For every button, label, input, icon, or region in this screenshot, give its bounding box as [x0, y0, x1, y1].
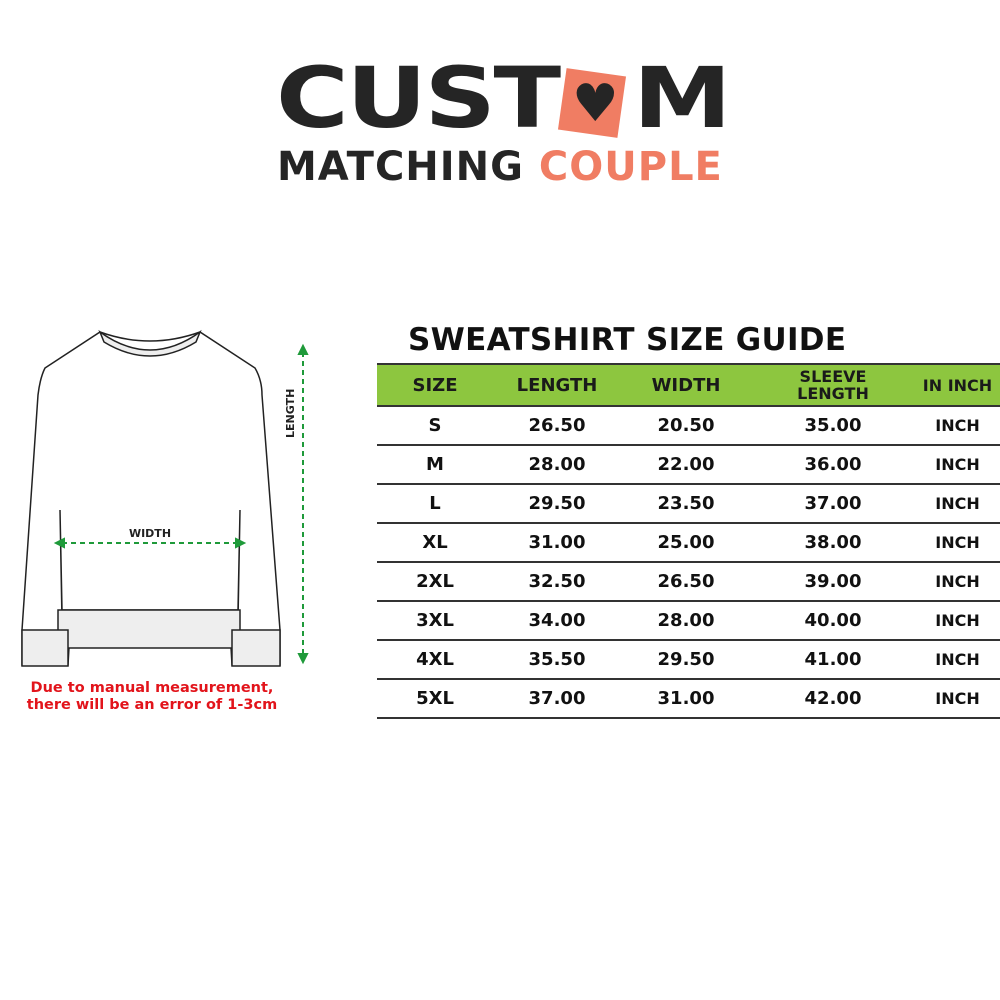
sleeve-cell: 40.00	[751, 601, 915, 641]
size-cell: 3XL	[377, 601, 493, 641]
width-cell: 26.50	[621, 562, 751, 602]
logo-tagline: MATCHING COUPLE	[277, 145, 723, 189]
sleeve-cell: 39.00	[751, 562, 915, 602]
unit-cell: INCH	[915, 523, 1000, 563]
length-cell: 35.50	[493, 640, 621, 680]
width-cell: 28.00	[621, 601, 751, 641]
width-cell: 31.00	[621, 679, 751, 719]
width-cell: 23.50	[621, 484, 751, 524]
size-cell: L	[377, 484, 493, 524]
unit-cell: INCH	[915, 562, 1000, 602]
table-row: 4XL 35.50 29.50 41.00 INCH	[377, 640, 1000, 680]
note-line-2: there will be an error of 1-3cm	[26, 697, 278, 713]
unit-cell: INCH	[915, 445, 1000, 485]
header-length: LENGTH	[493, 363, 621, 407]
table-row: S 26.50 20.50 35.00 INCH	[377, 406, 1000, 446]
table-row: L 29.50 23.50 37.00 INCH	[377, 484, 1000, 524]
length-cell: 28.00	[493, 445, 621, 485]
unit-cell: INCH	[915, 601, 1000, 641]
header-unit: IN INCH	[915, 363, 1000, 407]
table-row: XL 31.00 25.00 38.00 INCH	[377, 523, 1000, 563]
size-cell: XL	[377, 523, 493, 563]
logo-custom-m: M	[633, 49, 732, 147]
length-cell: 29.50	[493, 484, 621, 524]
unit-cell: INCH	[915, 640, 1000, 680]
size-cell: 4XL	[377, 640, 493, 680]
length-cell: 34.00	[493, 601, 621, 641]
length-cell: 32.50	[493, 562, 621, 602]
size-cell: S	[377, 406, 493, 446]
sleeve-cell: 41.00	[751, 640, 915, 680]
sleeve-cell: 38.00	[751, 523, 915, 563]
length-cell: 37.00	[493, 679, 621, 719]
width-label: WIDTH	[129, 527, 171, 540]
table-row: 5XL 37.00 31.00 42.00 INCH	[377, 679, 1000, 719]
page-title: SWEATSHIRT SIZE GUIDE	[408, 322, 847, 358]
heart-icon: ♥	[572, 74, 619, 134]
length-label: LENGTH	[284, 389, 297, 438]
note-line-1: Due to manual measurement,	[30, 680, 274, 696]
sleeve-cell: 35.00	[751, 406, 915, 446]
sleeve-cell: 36.00	[751, 445, 915, 485]
measurement-note: Due to manual measurement, there will be…	[22, 680, 282, 714]
unit-cell: INCH	[915, 679, 1000, 719]
size-cell: 2XL	[377, 562, 493, 602]
sleeve-cell: 42.00	[751, 679, 915, 719]
logo-matching: MATCHING	[277, 144, 524, 190]
header-size: SIZE	[377, 363, 493, 407]
width-cell: 22.00	[621, 445, 751, 485]
length-cell: 26.50	[493, 406, 621, 446]
unit-cell: INCH	[915, 484, 1000, 524]
size-cell: 5XL	[377, 679, 493, 719]
sleeve-cell: 37.00	[751, 484, 915, 524]
header-sleeve-length: SLEEVE LENGTH	[751, 363, 915, 407]
width-cell: 25.00	[621, 523, 751, 563]
length-cell: 31.00	[493, 523, 621, 563]
table-row: 2XL 32.50 26.50 39.00 INCH	[377, 562, 1000, 602]
table-row: 3XL 34.00 28.00 40.00 INCH	[377, 601, 1000, 641]
width-cell: 20.50	[621, 406, 751, 446]
size-cell: M	[377, 445, 493, 485]
logo-couple: COUPLE	[538, 144, 723, 190]
header-width: WIDTH	[621, 363, 751, 407]
logo-custom-text: CUST	[276, 49, 561, 147]
sweatshirt-diagram: WIDTH LENGTH	[21, 329, 309, 667]
width-cell: 29.50	[621, 640, 751, 680]
size-table: SIZE LENGTH WIDTH SLEEVE LENGTH IN INCH …	[377, 363, 1000, 719]
unit-cell: INCH	[915, 406, 1000, 446]
table-row: M 28.00 22.00 36.00 INCH	[377, 445, 1000, 485]
